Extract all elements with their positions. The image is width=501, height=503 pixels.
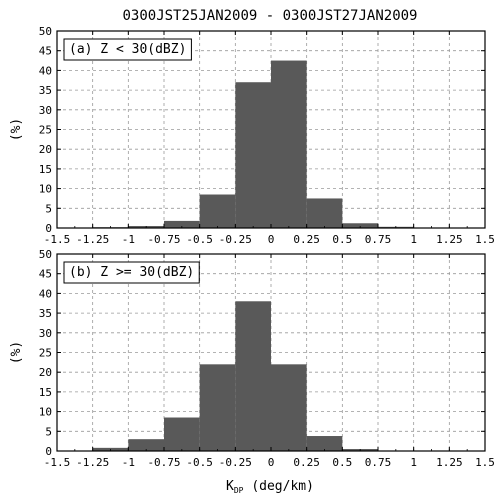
y-tick-label: 30 [39, 327, 52, 340]
histogram-bar [199, 364, 236, 451]
y-tick-label: 5 [45, 425, 52, 438]
x-tick-label: -0.75 [147, 233, 180, 246]
x-tick-label: 0.25 [293, 233, 320, 246]
panel-label-box [63, 261, 200, 284]
histogram-bar [235, 301, 271, 451]
x-tick-label: 1 [410, 233, 417, 246]
x-tick-label: -1.25 [76, 233, 109, 246]
y-tick-label: 5 [45, 202, 52, 215]
y-tick-label: 35 [39, 84, 52, 97]
x-tick-label: 0 [268, 233, 275, 246]
x-tick-label: -0.75 [147, 456, 180, 469]
panel-b: -1.5 -1.25 -1 -0.75 -0.5 -0.25 0 0.25 0.5 0.75 1 1.… [9, 248, 495, 469]
panel-a: -1.5 -1.25 -1 -0.75 -0.5 -0.25 0 0.25 0.5 0.75 1 1.… [9, 25, 495, 246]
histogram-bar [164, 417, 200, 451]
y-axis-label: (%) [9, 341, 24, 364]
y-tick-label: 40 [39, 64, 52, 77]
y-tick-label: 0 [45, 445, 52, 458]
histogram-bar [235, 82, 271, 228]
panel-label: (b) Z >= 30(dBZ) [69, 265, 194, 280]
x-axis-label: KDP (deg/km) [226, 479, 314, 495]
x-tick-label: -0.25 [219, 456, 252, 469]
x-tick-label: 1.25 [436, 456, 463, 469]
panel-label-box [63, 38, 192, 61]
panel-label: (a) Z < 30(dBZ) [69, 42, 186, 57]
histogram-bar [306, 436, 343, 451]
x-tick-label: 0.75 [365, 233, 392, 246]
y-tick-label: 40 [39, 287, 52, 300]
histogram-bar [199, 194, 236, 228]
x-tick-label: -1.25 [76, 456, 109, 469]
x-tick-label: 1 [410, 456, 417, 469]
x-tick-label: 0.5 [332, 456, 352, 469]
x-tick-label: -0.25 [219, 233, 252, 246]
y-axis-label: (%) [9, 118, 24, 141]
y-tick-label: 10 [39, 183, 52, 196]
y-tick-label: 45 [39, 268, 52, 281]
histogram-bar [128, 439, 164, 451]
histogram-bar [342, 223, 378, 228]
y-tick-label: 15 [39, 386, 52, 399]
histogram-bar [271, 364, 307, 451]
x-tick-label: -1 [122, 456, 135, 469]
y-tick-label: 20 [39, 366, 52, 379]
x-tick-label: 0 [268, 456, 275, 469]
y-tick-label: 15 [39, 163, 52, 176]
x-axis-label-main: K [226, 479, 234, 494]
y-tick-label: 50 [39, 248, 52, 261]
x-tick-label: -1 [122, 233, 135, 246]
y-tick-label: 50 [39, 25, 52, 38]
y-tick-label: 25 [39, 124, 52, 137]
histogram-bar [164, 220, 200, 228]
y-tick-label: 35 [39, 307, 52, 320]
y-tick-label: 10 [39, 406, 52, 419]
y-tick-label: 45 [39, 45, 52, 58]
x-axis-label-unit: (deg/km) [244, 479, 314, 494]
y-tick-label: 25 [39, 347, 52, 360]
y-tick-label: 0 [45, 222, 52, 235]
histogram-bar [306, 198, 343, 228]
x-tick-label: 0.5 [332, 233, 352, 246]
y-tick-label: 30 [39, 104, 52, 117]
x-tick-label: 0.25 [293, 456, 320, 469]
histogram-bar [271, 60, 307, 228]
x-tick-label: 1.5 [475, 456, 495, 469]
x-tick-label: -1.5 [44, 233, 71, 246]
x-axis-label-subscript: DP [234, 486, 244, 495]
panels: -1.5 -1.25 -1 -0.75 -0.5 -0.25 0 0.25 0.5 0.75 1 1.… [9, 25, 495, 469]
x-tick-label: 1.25 [436, 233, 463, 246]
y-tick-label: 20 [39, 143, 52, 156]
x-tick-label: -0.5 [186, 456, 213, 469]
x-tick-label: 0.75 [365, 456, 392, 469]
x-tick-label: 1.5 [475, 233, 495, 246]
x-tick-label: -0.5 [186, 233, 213, 246]
figure-title: 0300JST25JAN2009 - 0300JST27JAN2009 [122, 8, 417, 24]
x-tick-label: -1.5 [44, 456, 71, 469]
